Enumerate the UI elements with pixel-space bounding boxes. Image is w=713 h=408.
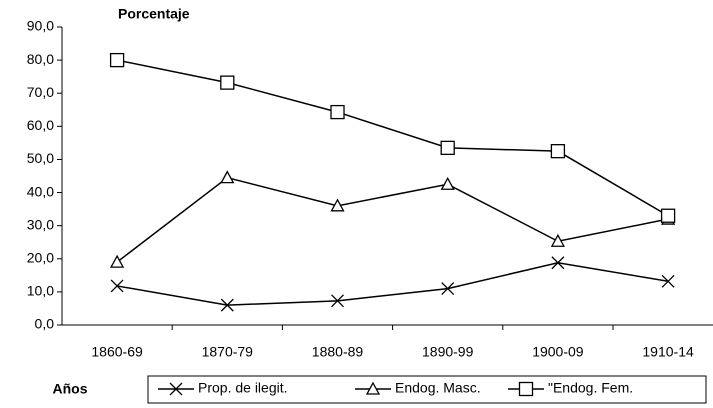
series-line xyxy=(116,59,669,217)
y-tick-label: 10,0 xyxy=(27,283,54,299)
legend-marker xyxy=(169,382,183,396)
y-tick-label: 70,0 xyxy=(27,84,54,100)
x-tick-label: 1910-14 xyxy=(642,344,694,360)
x-tick-label: 1870-79 xyxy=(202,344,254,360)
y-tick-label: 0,0 xyxy=(35,316,55,332)
x-tick-label: 1880-89 xyxy=(312,344,364,360)
marker xyxy=(220,75,235,90)
legend-label: "Endog. Fem. xyxy=(548,380,633,396)
marker xyxy=(331,294,344,308)
legend-marker xyxy=(365,381,381,395)
marker xyxy=(551,256,565,270)
x-tick-label: 1890-99 xyxy=(422,344,474,360)
marker xyxy=(661,274,675,288)
y-tick-label: 20,0 xyxy=(27,249,54,265)
y-tick-label: 30,0 xyxy=(27,216,54,232)
y-tick-label: 50,0 xyxy=(27,150,54,166)
marker xyxy=(110,279,124,293)
marker xyxy=(109,52,125,68)
y-axis-label: Porcentaje xyxy=(118,6,190,22)
marker xyxy=(550,144,566,159)
marker xyxy=(330,198,345,212)
x-tick-label: 1900-09 xyxy=(532,344,584,360)
marker xyxy=(220,298,234,312)
series-line xyxy=(116,261,669,306)
marker xyxy=(440,176,455,190)
y-tick-label: 90,0 xyxy=(27,18,54,34)
legend-marker xyxy=(518,381,534,397)
series-line xyxy=(116,176,669,263)
marker xyxy=(660,208,676,223)
x-tick-label: 1860-69 xyxy=(91,344,143,360)
x-axis-label: Años xyxy=(53,381,88,397)
marker xyxy=(550,233,565,247)
y-tick-label: 40,0 xyxy=(27,183,54,199)
marker xyxy=(220,170,235,184)
marker xyxy=(110,254,125,268)
y-tick-label: 80,0 xyxy=(27,51,54,67)
marker xyxy=(440,140,455,156)
marker xyxy=(441,282,455,296)
legend-label: Endog. Masc. xyxy=(395,380,481,396)
legend-label: Prop. de ilegit. xyxy=(198,380,288,396)
marker xyxy=(330,104,345,120)
legend-box xyxy=(147,375,707,404)
y-tick-label: 60,0 xyxy=(27,117,54,133)
